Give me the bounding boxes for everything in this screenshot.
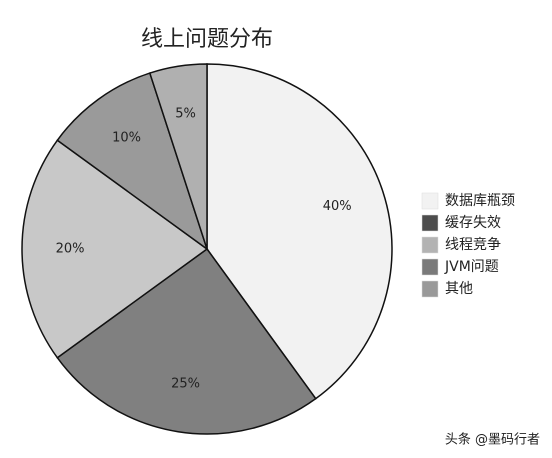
legend-swatch	[421, 280, 439, 298]
pie-slice	[56, 247, 317, 435]
pie-slice	[56, 72, 209, 251]
slice-label: 20%	[56, 242, 85, 257]
pie-slice	[148, 63, 208, 250]
legend-swatch	[421, 236, 439, 254]
slice-label: 10%	[112, 131, 141, 146]
legend-label: JVM问题	[444, 259, 499, 275]
pie-slice	[206, 63, 393, 400]
slice-label: 40%	[323, 199, 352, 214]
legend-label: 数据库瓶颈	[445, 193, 515, 209]
slice-label: 5%	[175, 106, 196, 121]
chart-title: 线上问题分布	[141, 27, 273, 52]
legend-swatch	[421, 258, 439, 276]
slice-label: 25%	[171, 377, 200, 392]
legend-swatch	[421, 192, 439, 210]
pie-slice	[21, 139, 209, 359]
legend-label: 缓存失效	[445, 215, 501, 231]
legend-swatch	[421, 214, 439, 232]
legend-label: 线程竞争	[445, 236, 501, 253]
watermark: 头条 @墨码行者	[445, 432, 540, 448]
legend-label: 其他	[445, 281, 473, 297]
